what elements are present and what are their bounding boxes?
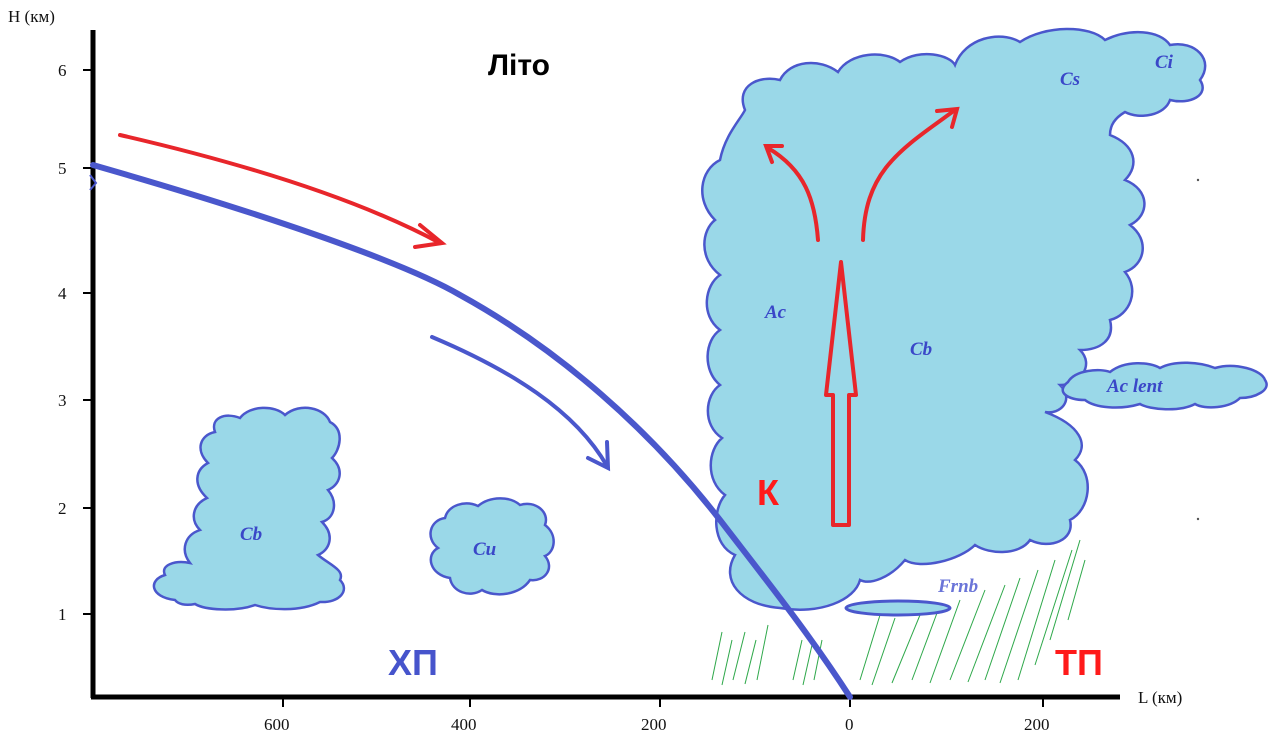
y-tick-label: 4 (58, 284, 67, 303)
cb-main-label: Cb (910, 339, 932, 360)
x-tick-label: 200 (1024, 715, 1050, 734)
updraft-arrow (824, 260, 858, 527)
outflow-right-arrow (861, 108, 957, 242)
x-tick-label: 400 (451, 715, 477, 734)
cb-left-label: Cb (240, 524, 262, 545)
frnb-label: Frnb (937, 576, 978, 597)
outflow-arrows (763, 106, 960, 242)
y-ticks: 1 2 3 4 5 6 (58, 61, 93, 624)
k-symbol: К (757, 472, 780, 513)
ac-label: Ac (764, 302, 787, 323)
outflow-left-arrow (766, 146, 820, 242)
x-tick-label: 600 (264, 715, 290, 734)
x-ticks: 600 400 200 0 200 (264, 697, 1050, 734)
warm-air-flow-arrow (118, 133, 447, 249)
y-tick-label: 1 (58, 605, 67, 624)
y-tick-label: 6 (58, 61, 67, 80)
cold-front-line (90, 162, 853, 700)
x-tick-label: 0 (845, 715, 854, 734)
x-tick-label: 200 (641, 715, 667, 734)
stray-dot (1196, 517, 1200, 521)
y-tick-label: 3 (58, 391, 67, 410)
main-cumulonimbus (701, 27, 1268, 617)
warm-air-mass-label: ТП (1055, 642, 1103, 683)
axes: H (км) L (км) 1 2 3 4 5 6 600 400 200 (8, 7, 1182, 734)
ac-lent-label: Ac lent (1106, 376, 1163, 397)
cs-label: Cs (1060, 69, 1080, 90)
stray-dot (1196, 178, 1200, 182)
left-cumulonimbus-shape (152, 406, 346, 611)
cold-air-mass-label: ХП (388, 642, 438, 683)
y-tick-label: 2 (58, 499, 67, 518)
ac-lent-cloud-shape (1061, 361, 1268, 411)
precipitation-streaks (711, 539, 1086, 686)
cold-air-flow-arrow (430, 335, 611, 472)
season-title: Літо (488, 49, 550, 82)
y-axis-label: H (км) (8, 7, 55, 26)
main-cloud-shape (701, 27, 1207, 611)
front-start-mark (89, 174, 98, 191)
y-tick-label: 5 (58, 159, 67, 178)
frnb-cloud-shape (844, 599, 952, 617)
cu-label: Cu (473, 539, 496, 560)
ci-label: Ci (1155, 52, 1174, 73)
cumulus-shape (429, 497, 555, 596)
x-axis-label: L (км) (1138, 688, 1182, 707)
